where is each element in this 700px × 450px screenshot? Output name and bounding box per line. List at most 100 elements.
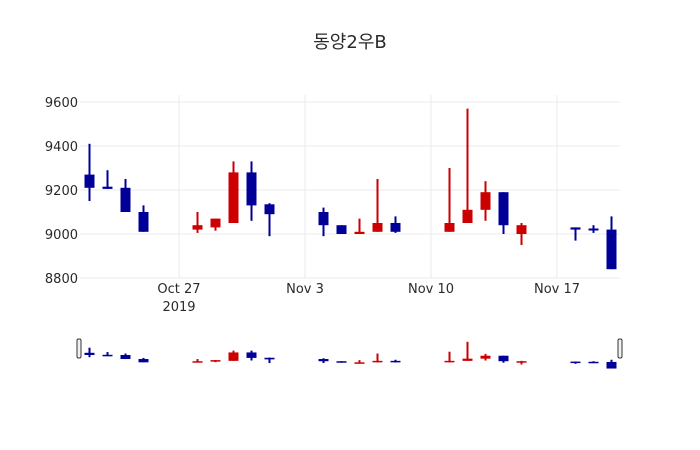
candle-body [480,355,491,359]
candle[interactable] [264,357,275,364]
x-tick-label: Nov 10 [408,282,454,297]
candle[interactable] [588,361,599,364]
candle-body [354,231,365,234]
candle-body [372,223,383,232]
candle-body [516,361,527,363]
candle-body [210,360,221,362]
candle-body [246,352,257,358]
range-slider-left-handle[interactable] [76,338,82,359]
candle[interactable] [606,359,617,369]
candle[interactable] [138,205,149,232]
candle[interactable] [498,192,509,234]
candle-body [336,225,347,234]
candle[interactable] [192,212,203,233]
candle-body [588,228,599,231]
candle[interactable] [246,350,257,361]
gridlines [80,95,620,279]
candle-body [138,212,149,232]
candle-body [390,223,401,232]
candle[interactable] [390,216,401,233]
candle[interactable] [462,341,473,361]
candle-body [390,360,401,363]
candle[interactable] [84,143,95,201]
candle[interactable] [462,108,473,223]
candle[interactable] [192,359,203,363]
range-slider-right-handle[interactable] [617,338,623,359]
candle-body [120,187,131,212]
candle-body [516,225,527,234]
candle[interactable] [246,161,257,221]
candle-body [498,192,509,226]
candle-body [192,361,203,363]
candle[interactable] [228,350,239,361]
candle[interactable] [120,353,131,360]
candle[interactable] [480,181,491,221]
candle[interactable] [516,223,527,245]
candle[interactable] [120,179,131,212]
candle[interactable] [588,225,599,233]
candle-body [228,172,239,223]
candle[interactable] [444,168,455,232]
candle-body [102,186,113,189]
candle[interactable] [318,207,329,237]
candle[interactable] [570,227,581,241]
candle-body [318,212,329,226]
candle-body [354,362,365,364]
candle-body [462,358,473,361]
candle-body [462,209,473,223]
candle[interactable] [606,216,617,270]
x-tick-sublabel: 2019 [162,300,195,315]
candle-body [84,174,95,188]
candle[interactable] [480,353,491,361]
candle[interactable] [498,355,509,363]
candle[interactable] [210,218,221,231]
candle[interactable] [138,357,149,363]
candle[interactable] [390,359,401,363]
candle-body [570,361,581,364]
candle[interactable] [372,179,383,232]
chart-title: 동양2우B [313,32,387,53]
candle[interactable] [372,353,383,363]
candle[interactable] [228,161,239,223]
candle[interactable] [84,347,95,358]
y-tick-label: 9200 [45,184,78,199]
candle[interactable] [318,358,329,364]
candle-body [318,359,329,362]
candle-body [336,361,347,363]
candle-body [444,223,455,232]
candle[interactable] [354,218,365,234]
candle-body [264,204,275,215]
candle-body [606,229,617,270]
candle[interactable] [354,360,365,364]
x-tick-label: Nov 3 [286,282,324,297]
y-tick-label: 9400 [45,140,78,155]
candle-body [588,361,599,364]
range-slider-preview [84,341,617,369]
y-axis: 9600 9400 9200 9000 8800 [45,96,78,287]
candle-body [372,360,383,363]
candle-body [246,172,257,206]
candle-body [120,355,131,360]
candle[interactable] [264,203,275,237]
candle[interactable] [102,352,113,357]
candle[interactable] [336,225,347,234]
candle-body [570,227,581,230]
candle[interactable] [336,361,347,363]
range-slider[interactable] [76,338,623,369]
candle[interactable] [102,170,113,189]
candles[interactable] [84,108,617,270]
y-tick-label: 8800 [45,272,78,287]
candle-body [192,225,203,230]
y-tick-label: 9600 [45,96,78,111]
candle-body [138,359,149,363]
candle-body [606,361,617,369]
candle[interactable] [570,361,581,364]
candle[interactable] [210,360,221,363]
candle-body [264,357,275,360]
candle[interactable] [516,360,527,365]
x-tick-label: Oct 27 [157,282,200,297]
candle-body [480,192,491,210]
candle-body [228,352,239,361]
candle[interactable] [444,351,455,363]
